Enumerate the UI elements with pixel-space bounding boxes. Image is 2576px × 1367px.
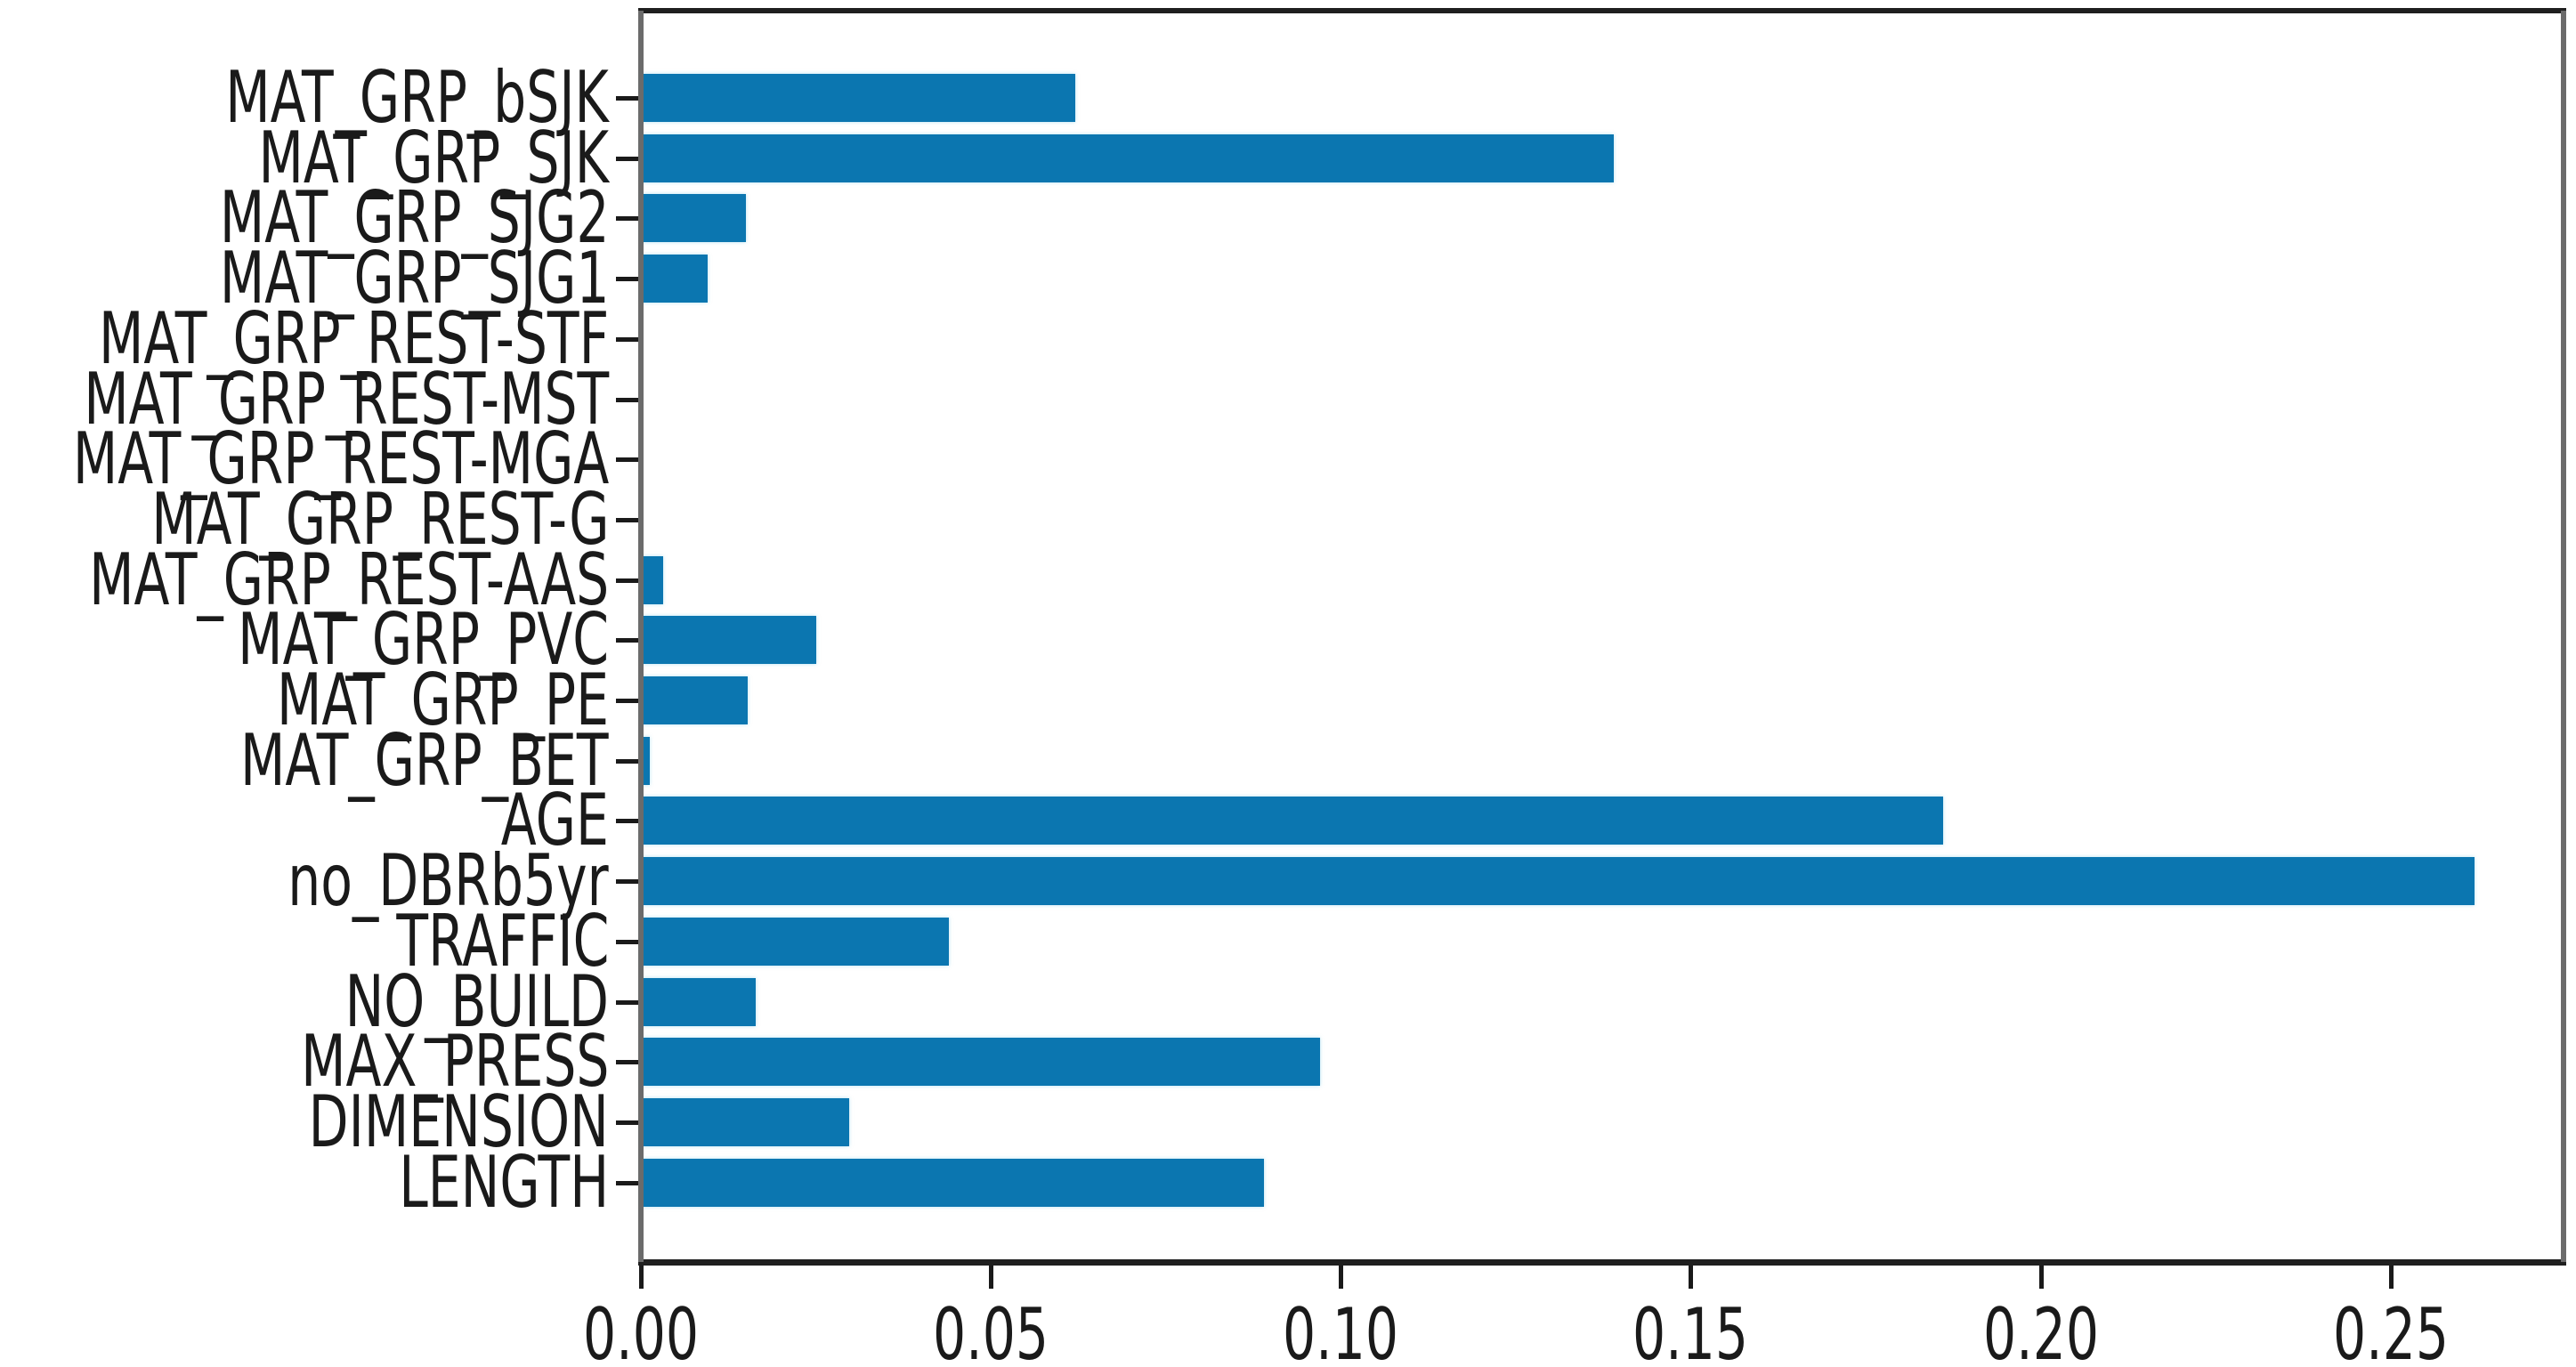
y-tick-label: NO_BUILD — [344, 959, 609, 1043]
x-tick-label: 0.05 — [933, 1293, 1049, 1367]
y-tick-label: MAT_GRP_PE — [276, 659, 609, 741]
y-tick — [616, 277, 640, 282]
y-tick — [616, 699, 640, 703]
bar — [641, 616, 816, 665]
y-tick-label: no_DBRb5yr — [288, 839, 609, 923]
x-tick — [989, 1265, 994, 1289]
y-tick — [616, 638, 640, 643]
x-tick-label: 0.00 — [582, 1293, 700, 1367]
bar — [641, 857, 2475, 906]
y-tick-label: MAT_GRP_SJG2 — [219, 176, 609, 260]
bar — [641, 74, 1075, 122]
axis-spine-right — [2561, 11, 2566, 1262]
axis-spine-bottom — [638, 1259, 2566, 1266]
y-tick — [616, 1060, 640, 1065]
bar — [641, 736, 650, 785]
y-tick — [616, 96, 640, 101]
x-tick — [1689, 1265, 1694, 1289]
y-tick — [616, 216, 640, 222]
axis-spine-top — [638, 8, 2566, 13]
y-tick-label: DIMENSION — [308, 1080, 609, 1163]
x-tick — [2038, 1265, 2044, 1289]
y-tick — [616, 397, 640, 402]
y-tick — [616, 819, 640, 824]
y-tick-label: MAT_GRP_REST-AAS — [88, 538, 609, 621]
y-tick-label: MAT_GRP_SJG1 — [219, 237, 609, 320]
y-tick-label: AGE — [500, 779, 609, 862]
y-tick-label: TRAFFIC — [395, 899, 609, 983]
y-tick-label: MAT_GRP_PVC — [238, 598, 609, 682]
bar — [641, 1097, 849, 1146]
x-tick-label: 0.20 — [1982, 1293, 2099, 1367]
bar — [641, 133, 1614, 182]
y-tick-label: MAT_GRP_bSJK — [225, 56, 609, 139]
y-tick — [616, 999, 640, 1005]
y-tick — [616, 156, 640, 161]
y-tick — [616, 517, 640, 522]
y-tick-label: MAT_GRP_REST-MST — [84, 357, 609, 441]
y-tick — [616, 758, 640, 764]
bar — [641, 1158, 1264, 1207]
bar — [641, 1038, 1320, 1087]
y-tick-label: MAX_PRESS — [300, 1020, 609, 1104]
bar — [641, 194, 746, 243]
bar — [641, 555, 663, 604]
y-tick-label: MAT_GRP_SJK — [258, 116, 609, 199]
x-tick-label: 0.15 — [1632, 1293, 1749, 1367]
y-tick-label: MAT_GRP_REST-STF — [98, 296, 609, 380]
y-tick — [616, 457, 640, 463]
x-tick — [2388, 1265, 2394, 1289]
bar — [641, 917, 949, 966]
x-tick-label: 0.25 — [2332, 1293, 2449, 1367]
x-tick — [1339, 1265, 1344, 1289]
bar — [641, 977, 756, 1026]
y-tick — [616, 1180, 640, 1185]
y-tick-label: LENGTH — [399, 1140, 609, 1224]
y-tick — [616, 578, 640, 583]
x-tick-label: 0.10 — [1283, 1293, 1399, 1367]
bar — [641, 797, 1943, 845]
y-tick — [616, 336, 640, 342]
bar — [641, 676, 748, 724]
y-tick — [616, 879, 640, 885]
y-tick — [616, 939, 640, 944]
y-tick-label: MAT_GRP_REST-G — [150, 477, 609, 561]
y-tick-label: MAT_GRP_REST-MGA — [72, 417, 609, 501]
y-tick-label: MAT_GRP_BET — [240, 718, 609, 802]
y-tick — [616, 1120, 640, 1125]
axis-spine-left — [638, 11, 644, 1262]
x-tick — [639, 1265, 644, 1289]
bar — [641, 255, 708, 303]
